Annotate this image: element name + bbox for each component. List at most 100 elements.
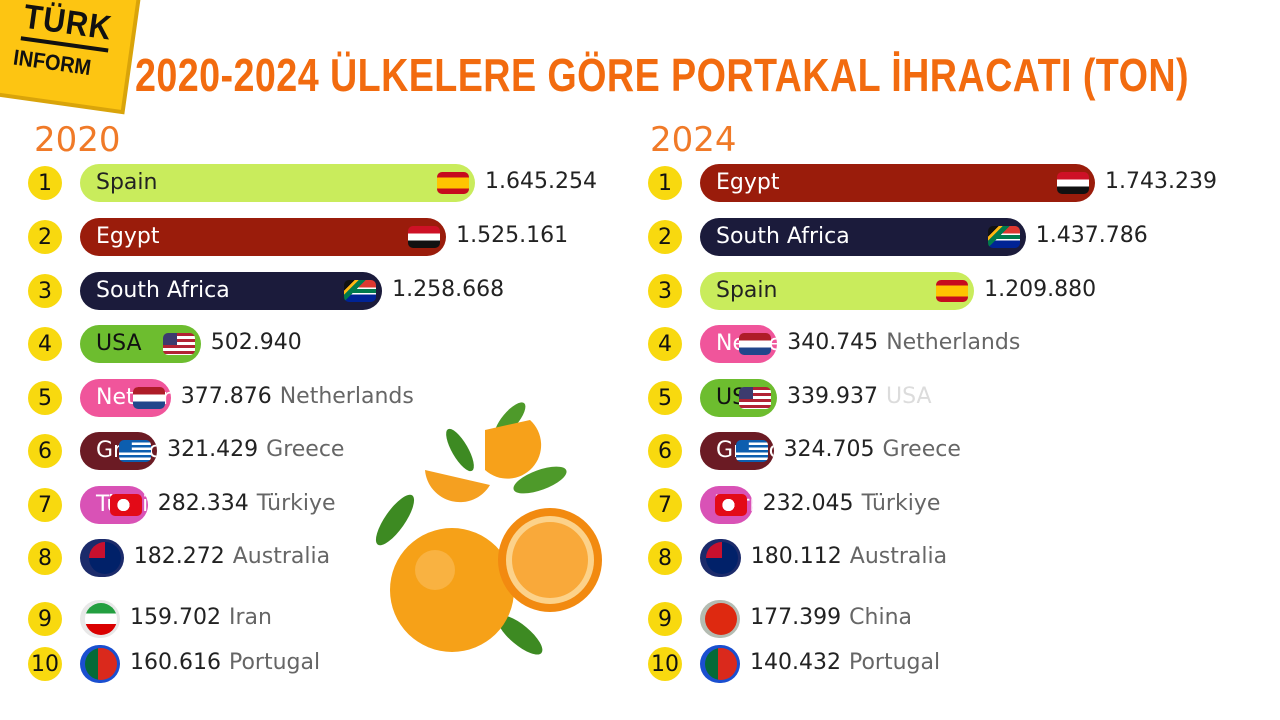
flag-nl-icon <box>132 387 165 409</box>
export-value: 502.940 <box>210 330 302 355</box>
rank-badge: 1 <box>28 166 62 200</box>
bar-portugal <box>700 645 740 683</box>
value-label: 1.209.880 <box>984 277 1096 302</box>
year-2024-heading: 2024 <box>650 120 737 160</box>
export-value: 1.258.668 <box>392 277 505 302</box>
rank-badge: 6 <box>28 434 62 468</box>
export-value: 321.429 <box>167 437 259 462</box>
export-value: 340.745 <box>787 330 879 355</box>
flag-pt-icon <box>705 648 737 680</box>
value-label: 159.702 Iran <box>130 605 272 630</box>
country-name: China <box>849 605 913 630</box>
value-label: 1.437.786 <box>1036 223 1148 248</box>
rank-badge: 9 <box>648 602 682 636</box>
turk-inform-logo: TÜRK INFORM <box>0 0 138 110</box>
flag-au-icon <box>88 542 121 574</box>
rank-badge: 7 <box>648 488 682 522</box>
flag-gr-icon <box>735 440 768 462</box>
bar-türkiye: Türkiye <box>700 486 753 524</box>
value-label: 340.745 Netherlands <box>787 330 1020 355</box>
export-value: 182.272 <box>133 544 225 569</box>
flag-nl-icon <box>739 333 772 355</box>
country-name: Australia <box>849 544 948 569</box>
value-label: 182.272 Australia <box>134 544 330 569</box>
rank-badge: 2 <box>648 220 682 254</box>
flag-us-icon <box>162 333 195 355</box>
value-label: 377.876 Netherlands <box>181 384 414 409</box>
rank-badge: 10 <box>28 647 62 681</box>
country-name: Greece <box>266 437 345 462</box>
export-value: 177.399 <box>750 605 842 630</box>
rank-badge: 3 <box>28 274 62 308</box>
flag-gr-icon <box>119 440 152 462</box>
logo-line1: TÜRK <box>20 0 114 53</box>
export-value: 1.437.786 <box>1035 223 1148 248</box>
bar-australia <box>80 539 124 577</box>
flag-cn-icon <box>705 603 738 635</box>
rank-badge: 3 <box>648 274 682 308</box>
bar-spain: Spain <box>80 164 475 202</box>
export-value: 159.702 <box>130 605 221 630</box>
bar-greece: Greece <box>700 432 774 470</box>
bar-label: USA <box>96 331 142 356</box>
flag-za-icon <box>344 280 377 302</box>
bar-label: South Africa <box>716 224 850 249</box>
export-value: 377.876 <box>180 384 272 409</box>
value-label: 321.429 Greece <box>167 437 344 462</box>
value-label: 1.645.254 <box>485 169 597 194</box>
bar-türkiye: Türkiye <box>80 486 148 524</box>
export-value: 140.432 <box>750 650 841 675</box>
value-label: 177.399 China <box>750 605 912 630</box>
export-value: 1.645.254 <box>485 169 597 194</box>
rank-badge: 2 <box>28 220 62 254</box>
flag-tr-icon <box>109 494 142 516</box>
country-name: Portugal <box>848 650 941 675</box>
flag-ir-icon <box>85 603 117 635</box>
rank-badge: 4 <box>28 327 62 361</box>
bar-netherlands: Netherlands <box>700 325 778 363</box>
bar-egypt: Egypt <box>80 218 447 256</box>
value-label: 1.743.239 <box>1105 169 1217 194</box>
country-name: Portugal <box>228 650 321 675</box>
bar-label: Egypt <box>716 170 780 195</box>
country-name: Australia <box>232 544 331 569</box>
bar-portugal <box>80 645 120 683</box>
flag-es-icon <box>437 172 469 194</box>
flag-au-icon <box>705 542 738 574</box>
country-name: Iran <box>228 605 272 630</box>
value-label: 1.258.668 <box>392 277 504 302</box>
bar-egypt: Egypt <box>700 164 1095 202</box>
rank-badge: 8 <box>648 541 682 575</box>
export-value: 1.209.880 <box>984 277 1097 302</box>
export-value: 160.616 <box>130 650 221 675</box>
country-name: USA <box>886 384 932 409</box>
bar-netherlands: Netherlands <box>80 379 171 417</box>
flag-za-icon <box>987 226 1020 248</box>
page-title: 2020-2024 ÜLKELERE GÖRE PORTAKAL İHRACAT… <box>135 49 1189 101</box>
logo-line2: INFORM <box>11 44 93 81</box>
bar-south-africa: South Africa <box>80 272 383 310</box>
bar-usa: USA <box>700 379 778 417</box>
value-label: 324.705 Greece <box>784 437 961 462</box>
rank-badge: 10 <box>648 647 682 681</box>
bar-label: South Africa <box>96 278 230 303</box>
rank-badge: 8 <box>28 541 62 575</box>
export-value: 1.743.239 <box>1105 169 1217 194</box>
flag-eg-icon <box>408 226 441 248</box>
bar-iran <box>80 600 120 638</box>
value-label: 282.334 Türkiye <box>158 491 336 516</box>
bar-spain: Spain <box>700 272 975 310</box>
rank-badge: 1 <box>648 166 682 200</box>
export-value: 180.112 <box>750 544 842 569</box>
country-name: Netherlands <box>279 384 414 409</box>
export-value: 339.937 <box>787 384 878 409</box>
bar-south-africa: South Africa <box>700 218 1026 256</box>
bar-label: Spain <box>716 278 778 303</box>
export-value: 282.334 <box>157 491 249 516</box>
rank-badge: 9 <box>28 602 62 636</box>
value-label: 160.616 Portugal <box>130 650 320 675</box>
value-label: 502.940 <box>211 330 302 355</box>
country-name: Türkiye <box>861 491 941 516</box>
rank-badge: 7 <box>28 488 62 522</box>
country-name: Greece <box>882 437 961 462</box>
